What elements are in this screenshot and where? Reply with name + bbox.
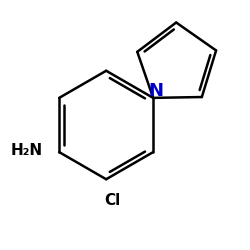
Text: H₂N: H₂N bbox=[10, 143, 42, 158]
Text: N: N bbox=[148, 82, 163, 100]
Text: Cl: Cl bbox=[104, 193, 120, 208]
